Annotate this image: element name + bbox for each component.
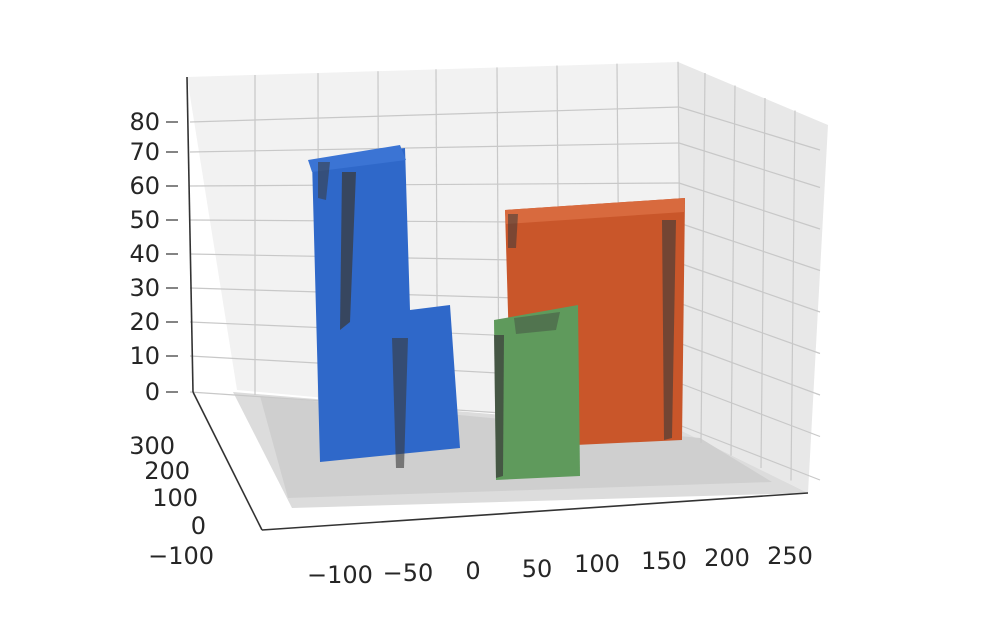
z-tick-label: 30 — [129, 274, 160, 302]
blue-chair — [308, 145, 460, 468]
x-tick-label: 100 — [574, 550, 620, 578]
grid-line — [678, 222, 821, 272]
x-tick-labels: −100 −50 0 50 100 150 200 250 — [307, 542, 813, 589]
z-tick-label: 80 — [129, 108, 160, 136]
z-tick-label: 0 — [145, 378, 160, 406]
x-tick-label: 250 — [767, 542, 813, 570]
grid-line — [678, 262, 821, 313]
grid-line — [678, 424, 821, 481]
x-tick-label: −100 — [307, 561, 373, 589]
grid-line — [189, 182, 680, 187]
x-tick-label: 0 — [465, 557, 480, 585]
grid-line — [760, 97, 766, 469]
y-tick-label: 0 — [191, 512, 206, 540]
x-tick-label: 200 — [704, 544, 750, 572]
z-tick-label: 70 — [129, 138, 160, 166]
z-tick-label: 20 — [129, 308, 160, 336]
grid-line — [189, 106, 680, 123]
y-tick-label: 300 — [129, 432, 175, 460]
side-pane — [678, 62, 828, 493]
z-tick-label: 60 — [129, 172, 160, 200]
y-tick-label: −100 — [148, 542, 214, 570]
grid-line — [730, 85, 736, 456]
objects-layer — [308, 145, 685, 480]
z-tick-label: 40 — [129, 240, 160, 268]
x-tick-label: 150 — [641, 547, 687, 575]
grid-line — [700, 72, 706, 444]
z-tick-label: 50 — [129, 206, 160, 234]
grid-line — [678, 182, 821, 230]
grid-line — [790, 110, 796, 481]
grid-line — [678, 342, 821, 396]
x-tick-label: −50 — [383, 559, 434, 587]
green-block — [494, 305, 580, 480]
y-tick-label: 100 — [152, 484, 198, 512]
x-tick-label: 50 — [522, 555, 553, 583]
grid-line — [678, 302, 821, 355]
grid-line — [678, 106, 821, 151]
grid-line — [189, 142, 680, 153]
z-tick-label: 10 — [129, 342, 160, 370]
y-tick-label: 200 — [144, 457, 190, 485]
grid-line — [678, 142, 821, 189]
grid-line — [678, 382, 821, 438]
axes-lines — [186, 76, 809, 531]
